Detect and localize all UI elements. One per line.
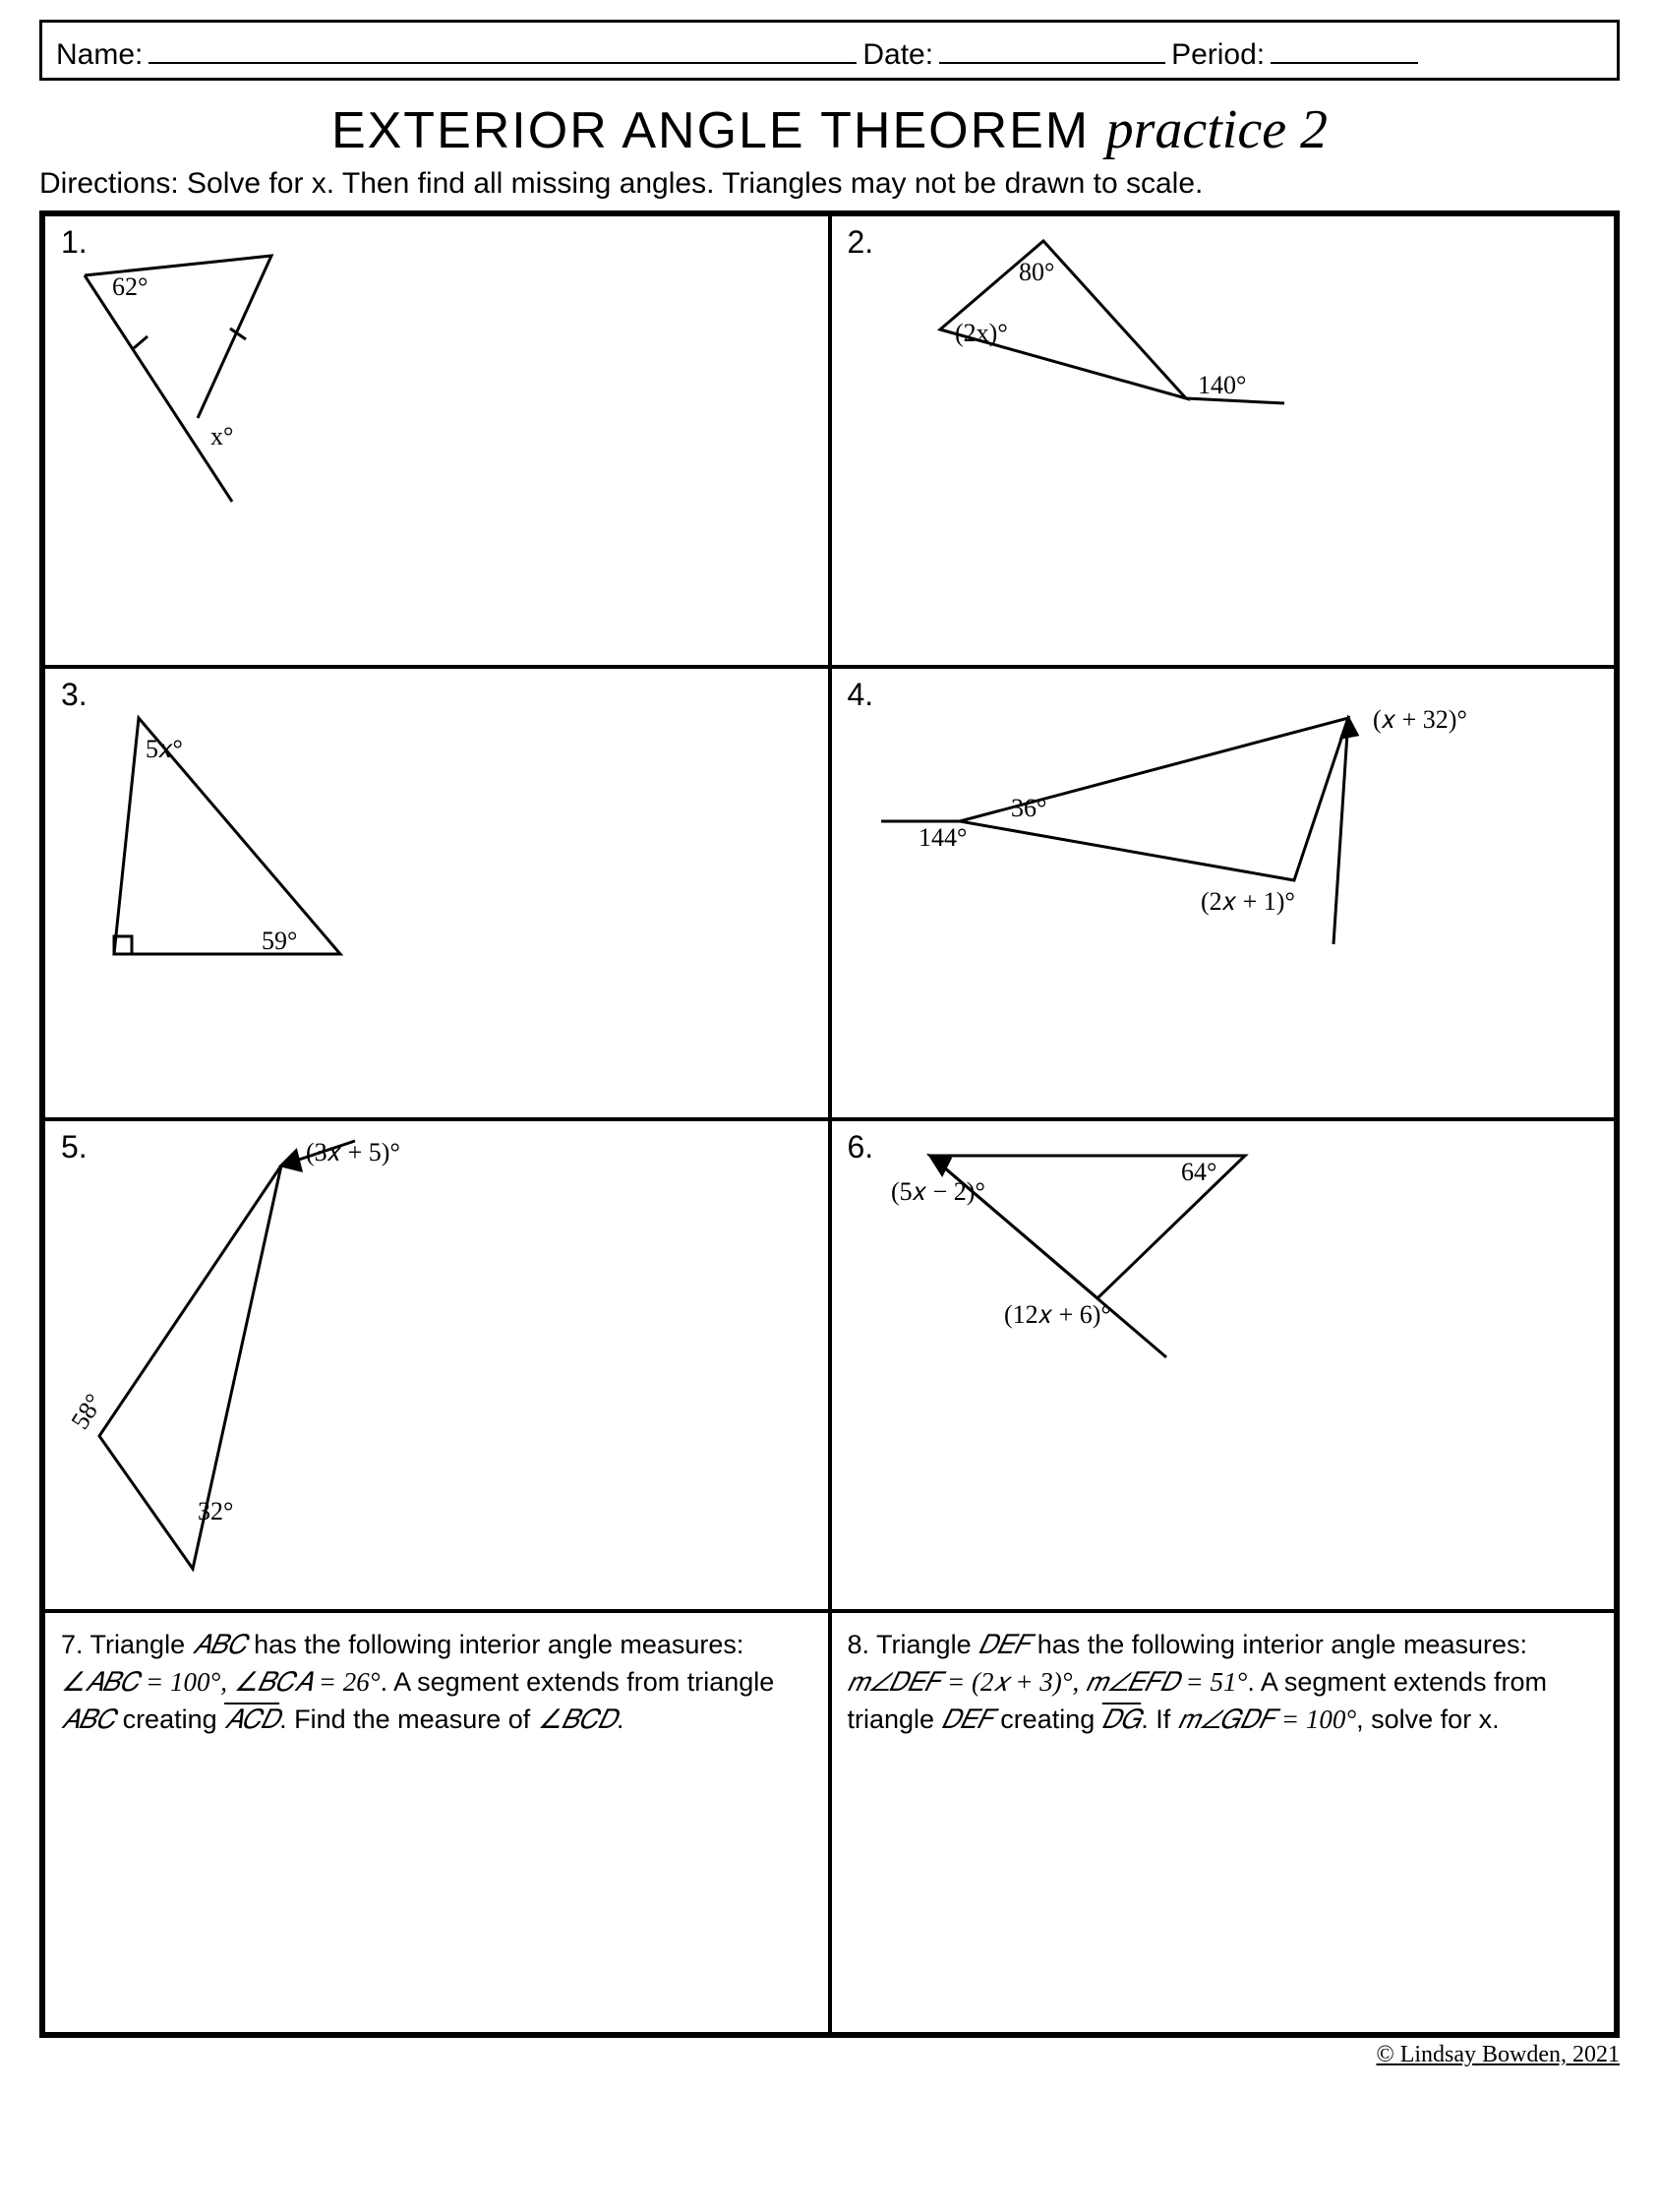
worksheet-header: Name: Date: Period: bbox=[39, 20, 1620, 81]
angle-label: (2𝑥 + 1)° bbox=[1201, 887, 1295, 916]
math: 𝐴𝐶𝐷 bbox=[224, 1704, 279, 1734]
angle-label: (3𝑥 + 5)° bbox=[306, 1138, 400, 1166]
angle-label: 58° bbox=[65, 1389, 108, 1434]
angle-label: (12𝑥 + 6)° bbox=[1004, 1300, 1111, 1329]
text: Triangle bbox=[90, 1630, 193, 1659]
angle-label: x° bbox=[210, 422, 233, 450]
problem-4: 4. (𝑥 + 32)° 36° 144° (2𝑥 + 1)° bbox=[830, 667, 1617, 1119]
angle-label: 144° bbox=[918, 823, 967, 852]
problem-2: 2. 80° (2x)° 140° bbox=[830, 214, 1617, 667]
worksheet-title: EXTERIOR ANGLE THEOREM practice 2 bbox=[39, 98, 1620, 161]
angle-label: 80° bbox=[1019, 258, 1054, 286]
angle-label: (2x)° bbox=[955, 319, 1008, 347]
problem-number: 6. bbox=[848, 1129, 874, 1166]
math: 𝐷𝐸𝐹 bbox=[942, 1704, 993, 1734]
name-blank[interactable] bbox=[148, 29, 857, 64]
triangle-5: (3𝑥 + 5)° 58° 32° bbox=[55, 1131, 488, 1603]
angle-label: (5𝑥 − 2)° bbox=[891, 1177, 985, 1206]
period-blank[interactable] bbox=[1271, 29, 1418, 64]
text: has the following interior angle measure… bbox=[1030, 1630, 1527, 1659]
problem-grid: 1. 62° x° 2. bbox=[39, 210, 1620, 2038]
problem-number: 3. bbox=[61, 677, 88, 713]
math: 𝑚∠𝐷𝐸𝐹 = (2𝑥 + 3)°, 𝑚∠𝐸𝐹𝐷 = 51° bbox=[848, 1667, 1248, 1697]
text: . bbox=[617, 1704, 624, 1734]
math: 𝐷𝐺 bbox=[1102, 1704, 1142, 1734]
angle-label: (𝑥 + 32)° bbox=[1373, 705, 1467, 734]
text: . If bbox=[1141, 1704, 1178, 1734]
angle-label: 140° bbox=[1198, 371, 1246, 399]
problem-5: 5. (3𝑥 + 5)° 58° 32° bbox=[43, 1119, 830, 1611]
title-script: practice 2 bbox=[1106, 99, 1328, 160]
period-label: Period: bbox=[1171, 38, 1265, 72]
triangle-3: 5𝑥° 59° bbox=[85, 703, 399, 988]
angle-label: 62° bbox=[112, 272, 148, 301]
problem-number: 8. bbox=[848, 1630, 870, 1659]
math: ∠𝐵𝐶𝐷 bbox=[538, 1704, 617, 1734]
title-main: EXTERIOR ANGLE THEOREM bbox=[331, 102, 1090, 159]
text: creating bbox=[993, 1704, 1102, 1734]
math: 𝐴𝐵𝐶 bbox=[193, 1630, 247, 1659]
problem-number: 7. bbox=[61, 1630, 84, 1659]
triangle-4: (𝑥 + 32)° 36° 144° (2𝑥 + 1)° bbox=[861, 688, 1550, 964]
text: creating bbox=[115, 1704, 224, 1734]
copyright: © Lindsay Bowden, 2021 bbox=[39, 2042, 1620, 2068]
math: ∠𝐴𝐵𝐶 = 100°, ∠𝐵𝐶𝐴 = 26° bbox=[61, 1667, 381, 1697]
text: . Find the measure of bbox=[279, 1704, 538, 1734]
problem-1: 1. 62° x° bbox=[43, 214, 830, 667]
math: 𝐷𝐸𝐹 bbox=[978, 1630, 1030, 1659]
angle-label: 64° bbox=[1181, 1158, 1216, 1186]
directions: Directions: Solve for x. Then find all m… bbox=[39, 167, 1620, 201]
triangle-1: 62° x° bbox=[65, 246, 321, 521]
text: , solve for x. bbox=[1356, 1704, 1500, 1734]
math: 𝑚∠𝐺𝐷𝐹 = 100° bbox=[1178, 1704, 1356, 1734]
text: has the following interior angle measure… bbox=[247, 1630, 744, 1659]
problem-7: 7. Triangle 𝐴𝐵𝐶 has the following interi… bbox=[43, 1611, 830, 2034]
text: . A segment extends from triangle bbox=[381, 1667, 775, 1697]
angle-label: 5𝑥° bbox=[146, 735, 183, 763]
date-label: Date: bbox=[862, 38, 933, 72]
triangle-2: 80° (2x)° 140° bbox=[891, 236, 1324, 452]
angle-label: 36° bbox=[1011, 794, 1046, 822]
angle-label: 32° bbox=[198, 1497, 233, 1525]
date-blank[interactable] bbox=[939, 29, 1165, 64]
problem-number: 2. bbox=[848, 224, 874, 261]
triangle-6: 64° (5𝑥 − 2)° (12𝑥 + 6)° bbox=[871, 1131, 1363, 1387]
problem-3: 3. 5𝑥° 59° bbox=[43, 667, 830, 1119]
angle-label: 59° bbox=[262, 927, 297, 955]
problem-6: 6. 64° (5𝑥 − 2)° (12𝑥 + 6)° bbox=[830, 1119, 1617, 1611]
problem-8: 8. Triangle 𝐷𝐸𝐹 has the following interi… bbox=[830, 1611, 1617, 2034]
math: 𝐴𝐵𝐶 bbox=[61, 1704, 115, 1734]
text: Triangle bbox=[876, 1630, 978, 1659]
name-label: Name: bbox=[56, 38, 143, 72]
